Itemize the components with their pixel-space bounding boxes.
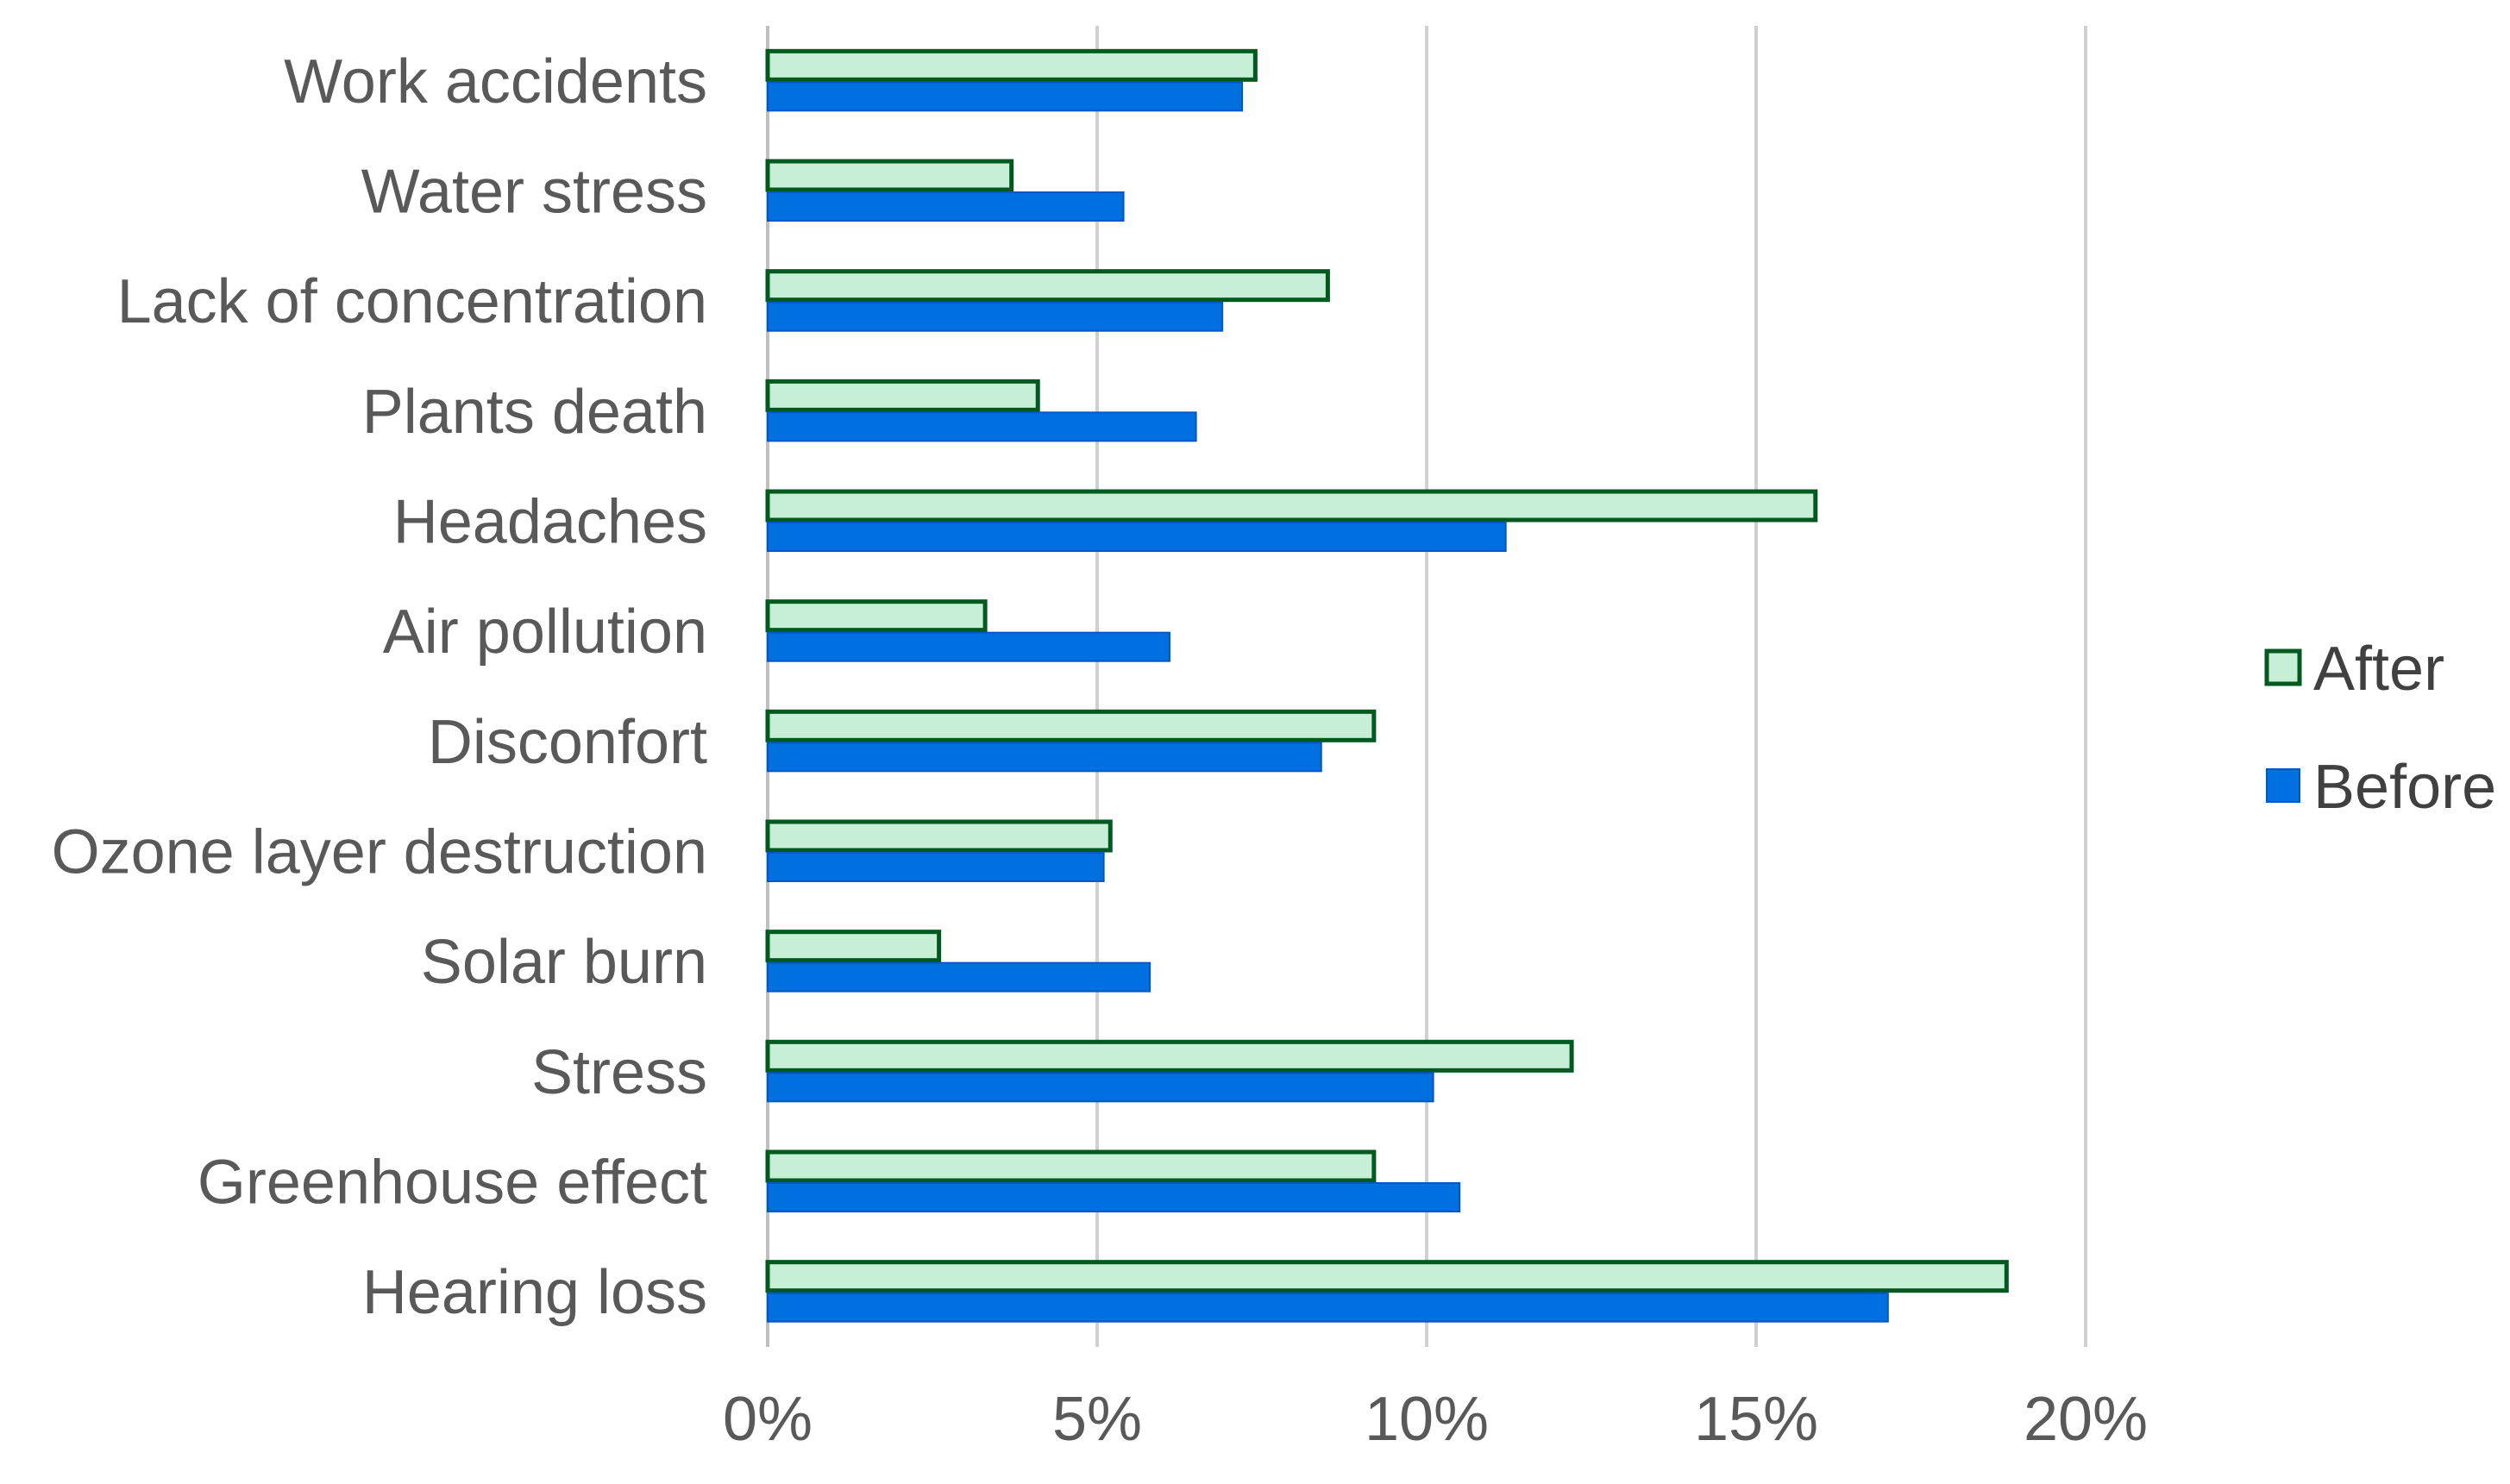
category-label: Solar burn (421, 928, 707, 997)
bar-before (767, 961, 1151, 992)
category-label: Headaches (393, 488, 707, 557)
bar-after (765, 379, 1040, 412)
bar-after (765, 159, 1014, 192)
legend-swatch-after (2264, 648, 2302, 686)
bars (765, 48, 2009, 1323)
bar-before (767, 631, 1171, 662)
category-label: Air pollution (383, 598, 707, 667)
bar-before (767, 81, 1244, 112)
category-label: Stress (531, 1038, 707, 1107)
legend-label-after: After (2313, 635, 2444, 704)
bar-after (765, 48, 1258, 82)
x-tick-label: 15% (1694, 1385, 1818, 1454)
category-label: Greenhouse effect (198, 1149, 707, 1218)
bar-before (767, 522, 1507, 552)
bar-before (767, 1292, 1889, 1323)
legend-swatch-before (2266, 768, 2300, 803)
bar-before (767, 191, 1125, 222)
category-label: Hearing loss (362, 1258, 707, 1327)
x-axis-ticks: 0% 5% 10% 15% 20% (723, 1385, 2148, 1454)
bar-after (765, 599, 988, 633)
bar-after (765, 1039, 1574, 1073)
bar-after (765, 930, 942, 963)
category-label: Plants death (362, 378, 707, 447)
bar-after (765, 709, 1377, 742)
gridlines (766, 26, 2087, 1347)
bar-after (765, 819, 1113, 853)
x-tick-label: 5% (1052, 1385, 1142, 1454)
bar-before (767, 742, 1322, 773)
bar-before (767, 411, 1197, 442)
category-label: Work accidents (284, 47, 707, 116)
legend-label-before: Before (2313, 753, 2496, 822)
bar-after (765, 1260, 2009, 1293)
category-label: Ozone layer destruction (52, 818, 707, 887)
bar-before (767, 301, 1224, 332)
bar-before (767, 852, 1105, 882)
bar-after (765, 1149, 1377, 1183)
x-tick-label: 20% (2024, 1385, 2148, 1454)
category-label: Disconfort (428, 708, 707, 777)
x-tick-label: 10% (1365, 1385, 1489, 1454)
category-label: Water stress (361, 158, 707, 227)
category-label: Lack of concentration (117, 267, 707, 336)
x-tick-label: 0% (723, 1385, 813, 1454)
category-labels: Work accidents Water stress Lack of concen… (52, 47, 707, 1327)
legend: After Before (2264, 635, 2496, 822)
bar-before (767, 1182, 1461, 1212)
bar-after (765, 489, 1818, 523)
bar-before (767, 1072, 1434, 1103)
bar-after (765, 269, 1330, 303)
